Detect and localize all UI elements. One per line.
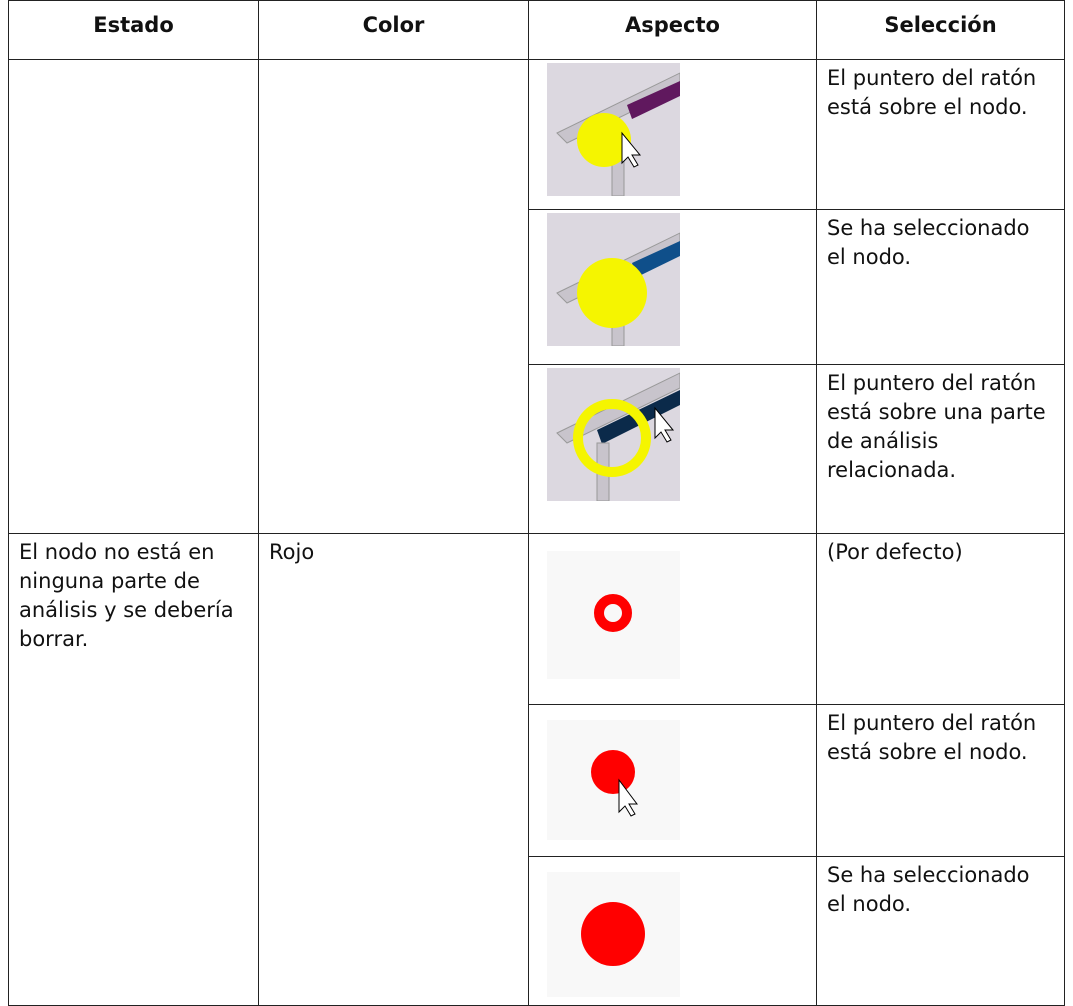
selection-cell: El puntero del ratón está sobre el nodo.	[816, 704, 1065, 857]
selection-cell: Se ha seleccionado el nodo.	[816, 209, 1065, 365]
row: El puntero del ratón está sobre el nodo.	[9, 704, 1065, 857]
row: El puntero del ratón está sobre una part…	[9, 364, 1065, 534]
header-cell: Estado	[8, 0, 259, 60]
aspect-cell	[528, 59, 817, 210]
aspect-cell	[528, 364, 817, 534]
beam-hover-icon	[547, 63, 680, 196]
color-cell	[258, 59, 529, 534]
beam-related-icon	[547, 368, 680, 501]
aspect-cell	[528, 704, 817, 857]
header-cell: Color	[258, 0, 529, 60]
row: Se ha seleccionado el nodo.	[9, 856, 1065, 1006]
beam-selected-icon	[547, 213, 680, 346]
row: Se ha seleccionado el nodo.	[9, 209, 1065, 365]
aspect-cell	[528, 209, 817, 365]
red-default-icon	[547, 551, 680, 679]
color-cell: Rojo	[258, 533, 529, 1006]
red-selected-icon	[547, 872, 680, 997]
state-table: Estado Color Aspecto Selección El punter…	[8, 0, 1065, 1006]
header-row: Estado Color Aspecto Selección	[8, 0, 1065, 60]
selection-cell: El puntero del ratón está sobre el nodo.	[816, 59, 1065, 210]
aspect-cell	[528, 533, 817, 705]
selection-cell: Se ha seleccionado el nodo.	[816, 856, 1065, 1006]
row: El nodo no está en ninguna parte de anál…	[8, 533, 1065, 1006]
selection-cell: (Por defecto)	[816, 533, 1065, 705]
aspect-cell	[528, 856, 817, 1006]
estado-cell	[8, 59, 259, 534]
header-cell: Aspecto	[528, 0, 817, 60]
estado-cell: El nodo no está en ninguna parte de anál…	[8, 533, 259, 1006]
selection-cell: El puntero del ratón está sobre una part…	[816, 364, 1065, 534]
header-cell: Selección	[816, 0, 1065, 60]
row: El puntero del ratón está sobre el nodo.	[8, 59, 1065, 534]
red-hover-icon	[547, 720, 680, 840]
